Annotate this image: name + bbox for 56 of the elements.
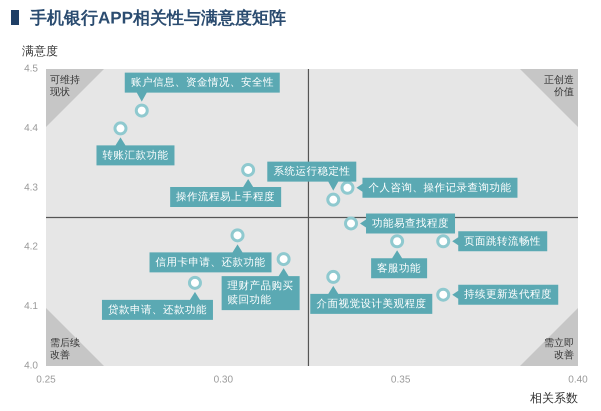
point bbox=[340, 180, 354, 195]
y-tick-label: 4.2 bbox=[24, 242, 38, 253]
point bbox=[188, 276, 202, 290]
point bbox=[436, 288, 450, 302]
point bbox=[344, 216, 358, 230]
x-tick-label: 0.25 bbox=[36, 374, 56, 386]
annotation: 操作流程易上手程度 bbox=[176, 190, 276, 203]
x-tick-label: 0.30 bbox=[214, 374, 234, 386]
annotation-callout: 贷款申请、还款功能 bbox=[102, 292, 213, 320]
annotation: 理财产品购买赎回功能 bbox=[228, 279, 294, 306]
y-tick-label: 4.5 bbox=[24, 64, 38, 74]
annotation: 客服功能 bbox=[377, 261, 422, 274]
annotation-callout: 操作流程易上手程度 bbox=[170, 178, 282, 207]
point bbox=[436, 234, 450, 248]
annotation: 正创造价值 bbox=[544, 74, 574, 98]
annotation-callout: 转账汇款功能 bbox=[96, 137, 174, 166]
point bbox=[390, 234, 404, 248]
point bbox=[276, 252, 291, 266]
annotation-callout: 页面跳转流畅性 bbox=[452, 231, 548, 252]
annotation-callout: 客服功能 bbox=[371, 250, 428, 278]
annotation-callout: 持续更新迭代程度 bbox=[452, 284, 558, 305]
annotation-callout: 理财产品购买赎回功能 bbox=[222, 268, 300, 310]
annotation: 功能易查找程度 bbox=[372, 216, 450, 230]
chart-title: 手机银行APP相关性与满意度矩阵 bbox=[29, 8, 286, 28]
point bbox=[113, 121, 128, 136]
y-tick-label: 4.1 bbox=[24, 301, 38, 312]
point bbox=[326, 192, 340, 207]
annotation: 页面跳转流畅性 bbox=[464, 234, 542, 248]
annotation: 可维持现状 bbox=[50, 74, 80, 98]
annotation: 持续更新迭代程度 bbox=[464, 288, 552, 301]
y-axis-title: 满意度 bbox=[22, 44, 58, 58]
annotation: 系统运行稳定性 bbox=[273, 164, 350, 178]
annotation: 信用卡申请、还款功能 bbox=[156, 255, 266, 268]
annotation-callout: 功能易查找程度 bbox=[360, 213, 456, 234]
y-tick-label: 4.0 bbox=[24, 360, 38, 372]
point bbox=[230, 228, 245, 242]
annotation: 账户信息、资金情况、安全性 bbox=[130, 76, 274, 89]
annotation: 需立即改善 bbox=[544, 336, 574, 360]
x-tick-label: 0.35 bbox=[390, 374, 411, 386]
annotation-callout: 信用卡申请、还款功能 bbox=[150, 244, 272, 272]
x-axis-title: 相关系数 bbox=[530, 391, 578, 405]
y-tick-label: 4.4 bbox=[24, 122, 38, 134]
annotation: 个人咨询、操作记录查询功能 bbox=[368, 180, 512, 194]
annotation: 贷款申请、还款功能 bbox=[108, 302, 207, 316]
annotation: 转账汇款功能 bbox=[102, 148, 168, 162]
annotation: 需后续改善 bbox=[50, 336, 80, 360]
annotation-callout: 账户信息、资金情况、安全性 bbox=[124, 72, 280, 102]
point bbox=[326, 270, 340, 284]
annotation-callout: 个人咨询、操作记录查询功能 bbox=[356, 178, 518, 198]
annotation-callout: 系统运行稳定性 bbox=[267, 162, 356, 191]
point bbox=[134, 104, 149, 118]
x-tick-label: 0.40 bbox=[568, 374, 588, 386]
annotation-callout: 介面视觉设计美观程度 bbox=[310, 286, 432, 314]
point bbox=[241, 162, 256, 177]
y-tick-label: 4.3 bbox=[24, 182, 38, 194]
annotation: 介面视觉设计美观程度 bbox=[316, 296, 426, 310]
